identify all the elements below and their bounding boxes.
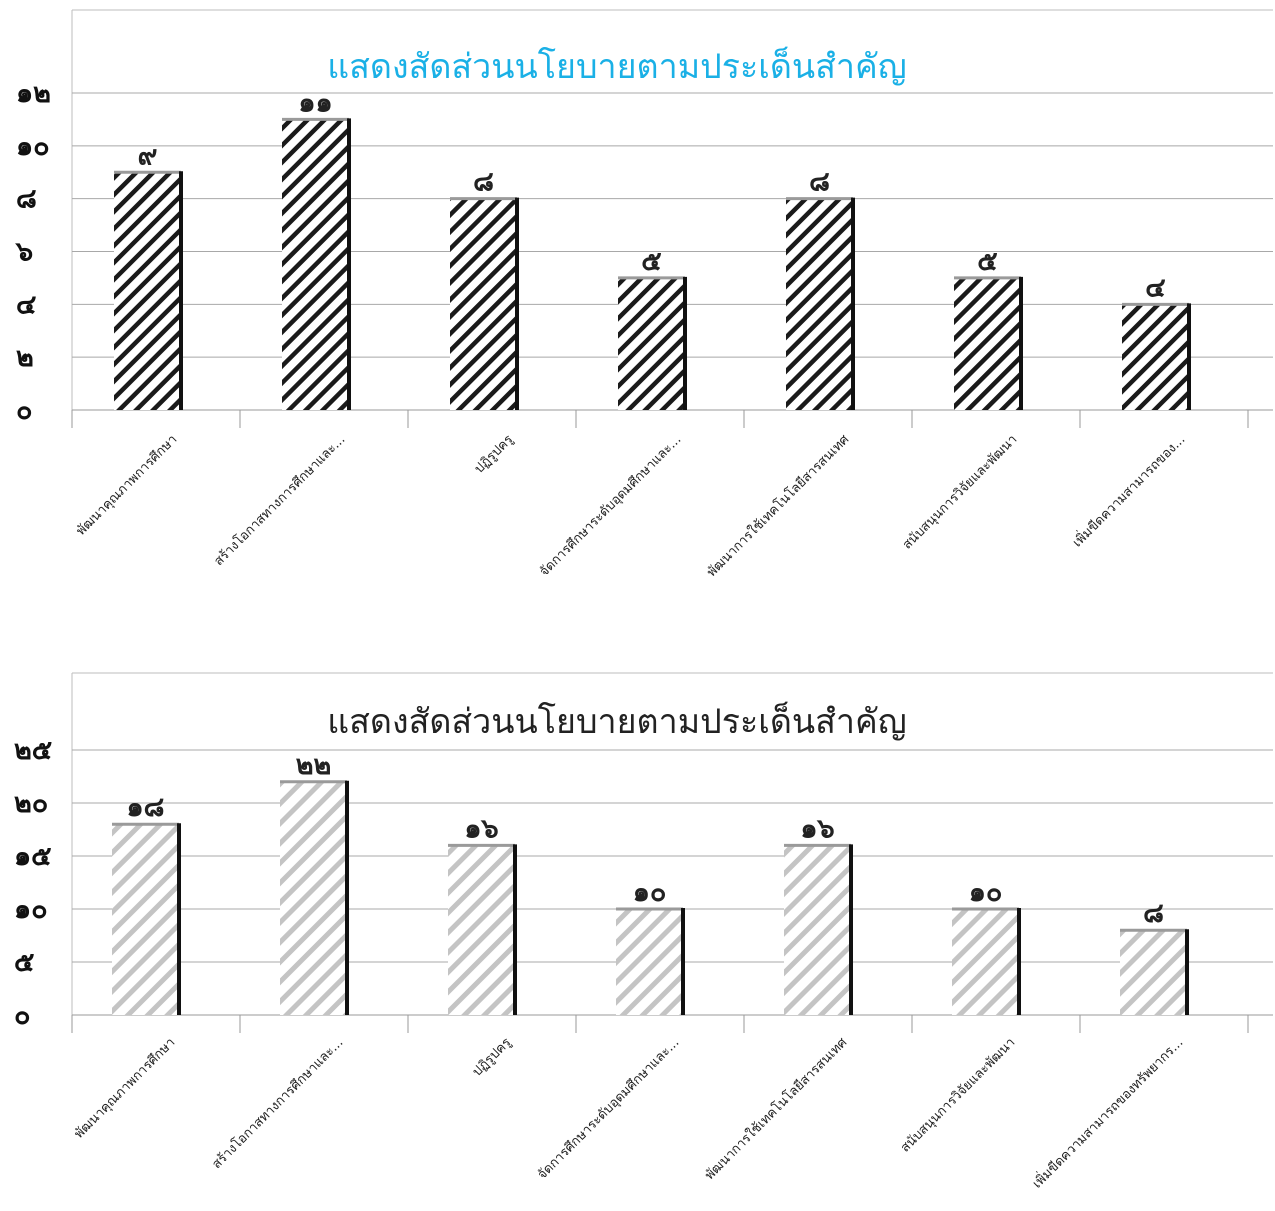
bar-data-label: ๑๐	[633, 877, 667, 908]
y-tick-label: ๒๕	[14, 735, 52, 766]
category-label: จัดการศึกษาระดับอุดมศึกษาและ...	[537, 432, 684, 579]
bar-data-label: ๑๐	[969, 877, 1003, 908]
bar-7	[1120, 930, 1187, 1015]
bar-data-label: ๕	[977, 246, 997, 277]
category-label: สร้างโอกาสทางการศึกษาและ...	[211, 432, 349, 570]
bar-5	[786, 198, 853, 410]
y-tick-label: ๕	[14, 947, 34, 978]
bar-7	[1122, 304, 1189, 410]
category-label: เพิ่มขีดความสามารถของ...	[1069, 431, 1189, 551]
bar-data-label: ๑๖	[800, 813, 834, 844]
y-tick-label: ๒๐	[14, 788, 48, 819]
bar-2	[282, 119, 349, 411]
bar-3	[448, 845, 515, 1015]
policy-proportion-chart-bottom: ๐ ๕ ๑๐ ๑๕ ๒๐ ๒๕๑๘พัฒนาคุณภาพการศึกษา ๒๒สร้างโอ…	[0, 605, 1275, 1211]
bar-data-label: ๘	[473, 167, 494, 198]
y-tick-label: ๑๐	[16, 131, 50, 162]
bar-data-label: ๑๖	[464, 813, 498, 844]
bar-data-label: ๑๘	[127, 792, 165, 823]
category-label: พัฒนาการใช้เทคโนโลยีสารสนเทศ	[702, 1034, 851, 1183]
bar-3	[450, 198, 517, 410]
category-label: พัฒนาคุณภาพการศึกษา	[74, 432, 181, 539]
category-label: ปฏิรูปครู	[470, 1035, 514, 1079]
bar-data-label: ๔	[1145, 272, 1165, 303]
y-tick-label: ๖	[15, 237, 33, 268]
bar-data-label: ๑๑	[298, 87, 332, 118]
category-label: สร้างโอกาสทางการศึกษาและ...	[209, 1035, 347, 1173]
bar-4	[616, 909, 683, 1015]
y-tick-label: ๔	[16, 289, 36, 320]
bar-6	[952, 909, 1019, 1015]
bar-6	[954, 277, 1021, 410]
bar-data-label: ๕	[641, 246, 661, 277]
bar-data-label: ๒๒	[296, 750, 332, 781]
bar-data-label: ๙	[138, 140, 158, 171]
bar-data-label: ๘	[809, 167, 830, 198]
bar-data-label: ๘	[1143, 898, 1164, 929]
y-tick-label: ๑๐	[14, 894, 48, 925]
y-tick-label: ๐	[14, 1000, 30, 1031]
y-tick-label: ๒	[16, 342, 34, 373]
bar-4	[618, 277, 685, 410]
policy-proportion-chart-top: ๐ ๒ ๔ ๖ ๘ ๑๐ ๑๒๙พัฒนาคุณภาพการศึกษา ๑๑สร้างโอกา…	[0, 0, 1275, 600]
category-label: สนับสนุนการวิจัยและพัฒนา	[900, 432, 1020, 552]
y-tick-label: ๐	[16, 395, 32, 426]
category-label: จัดการศึกษาระดับอุดมศึกษาและ...	[535, 1035, 682, 1182]
category-label: พัฒนาคุณภาพการศึกษา	[72, 1035, 179, 1142]
chart-title: แสดงสัดส่วนนโยบายตามประเด็นสำคัญ	[327, 701, 906, 742]
bar-1	[114, 172, 181, 410]
category-label: ปฏิรูปครู	[472, 432, 516, 476]
bar-1	[112, 824, 179, 1015]
y-tick-label: ๘	[16, 184, 37, 215]
category-label: พัฒนาการใช้เทคโนโลยีสารสนเทศ	[704, 431, 853, 580]
category-label: เพิ่มขีดความสามารถของทรัพยากร...	[1029, 1034, 1187, 1192]
bar-5	[784, 845, 851, 1015]
bar-2	[280, 781, 347, 1015]
y-tick-label: ๑๒	[16, 78, 51, 109]
category-label: สนับสนุนการวิจัยและพัฒนา	[898, 1035, 1018, 1155]
chart-title: แสดงสัดส่วนนโยบายตามประเด็นสำคัญ	[327, 46, 906, 87]
y-tick-label: ๑๕	[14, 841, 52, 872]
